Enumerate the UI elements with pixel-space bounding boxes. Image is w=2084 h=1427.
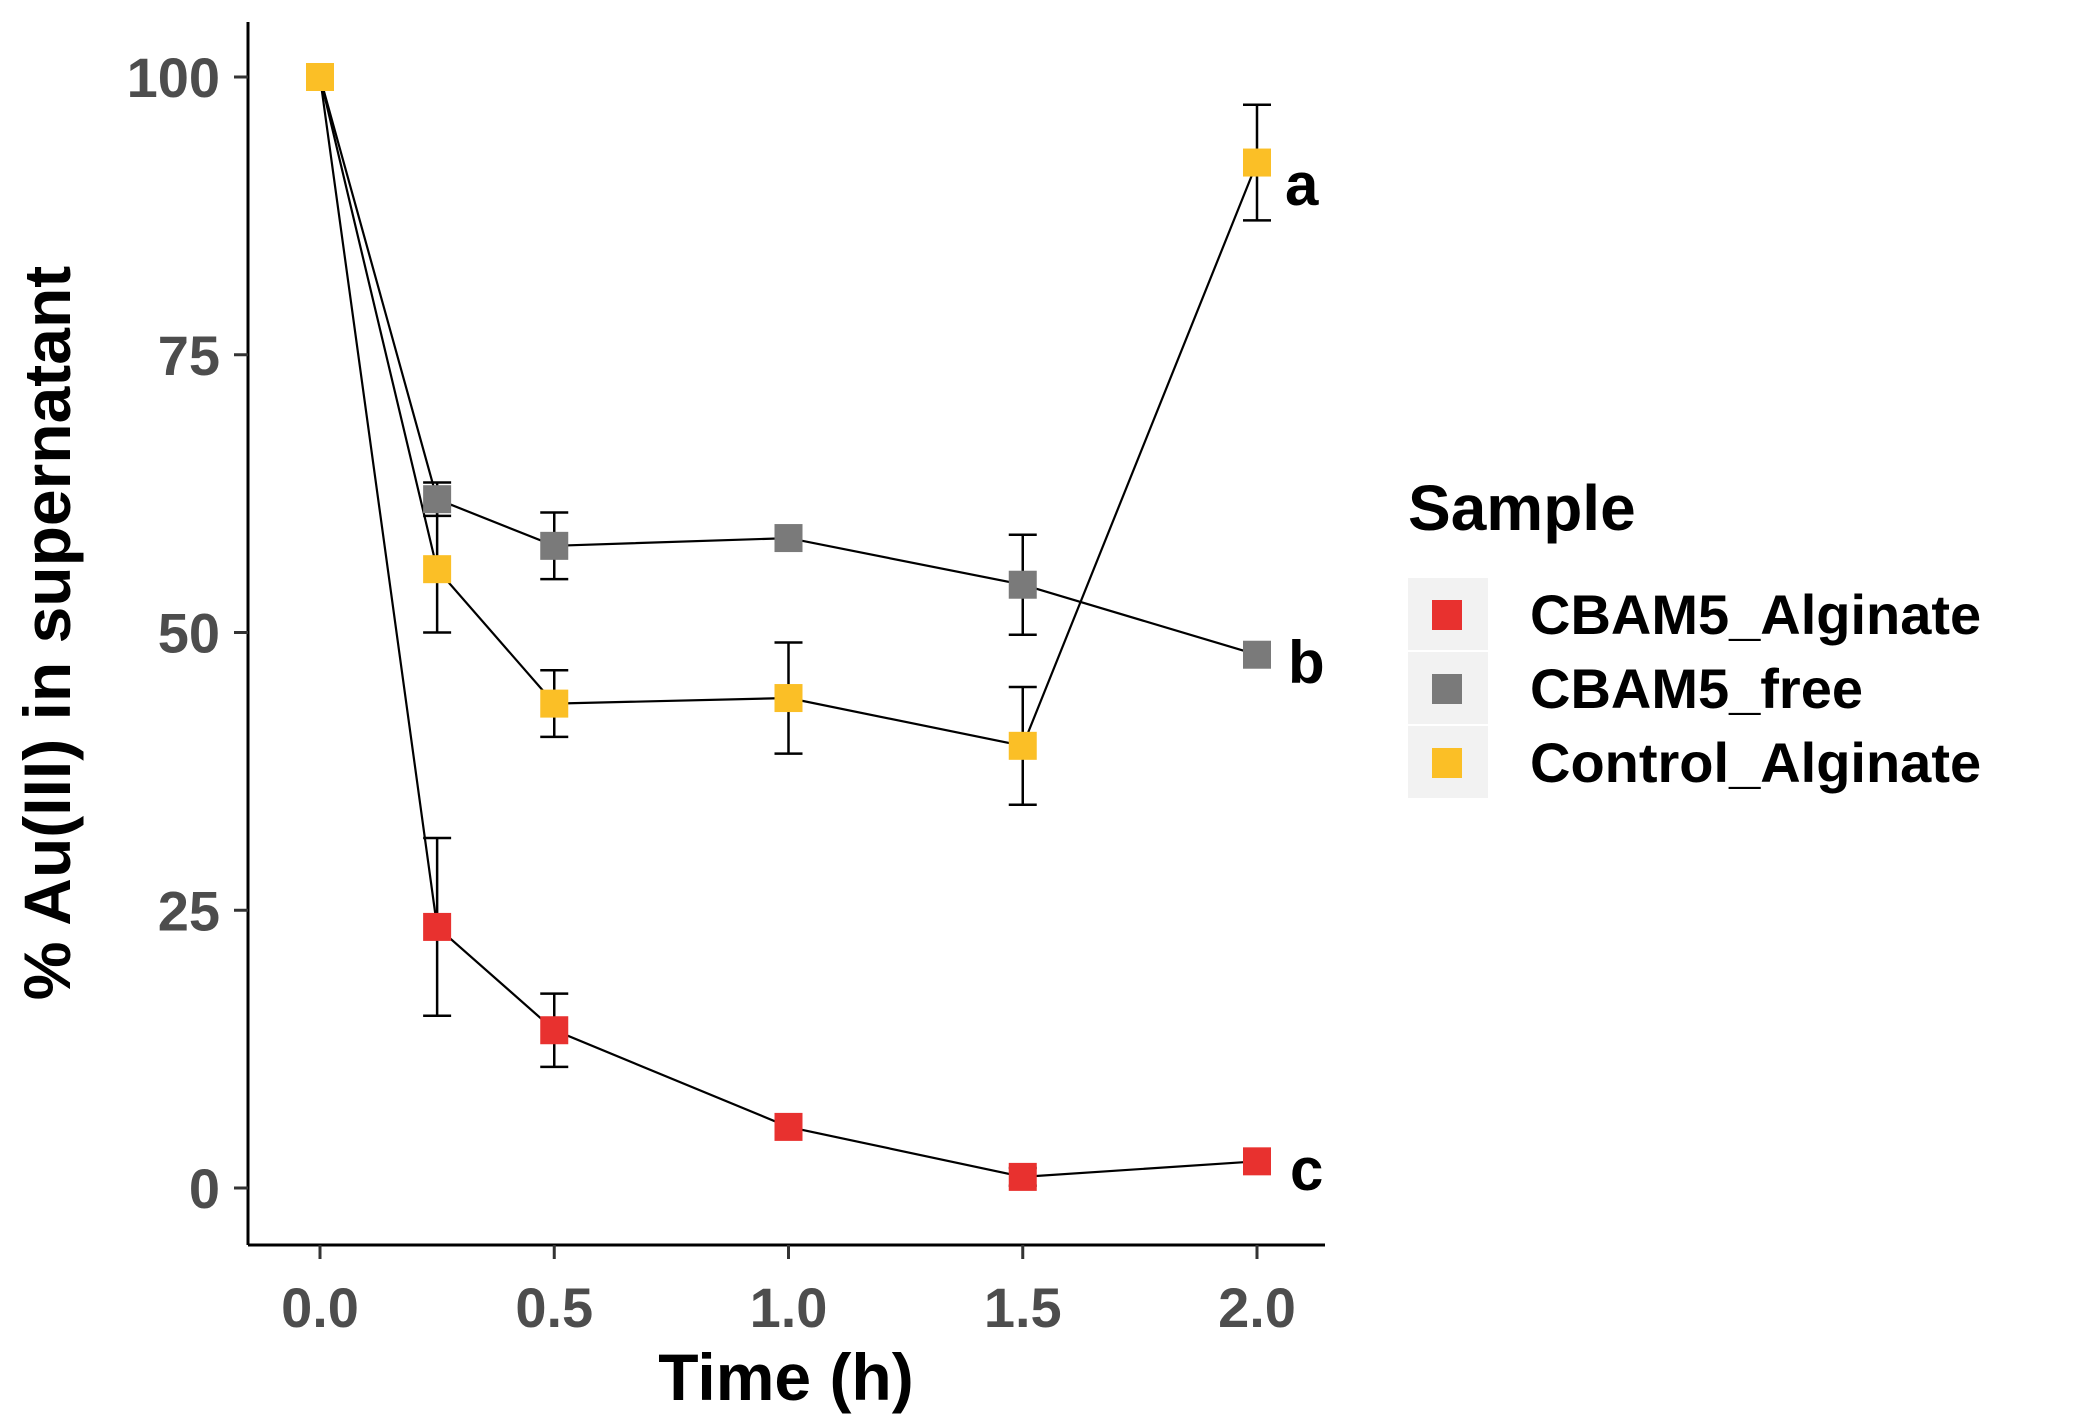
point-cbam5-alginate [1243, 1147, 1271, 1176]
legend-key-cbam5-free [1432, 674, 1462, 704]
y-tick-label: 50 [158, 602, 220, 665]
series-lines [318, 76, 1259, 1179]
series-line-cbam5-free [318, 76, 1258, 656]
annotation-a: a [1285, 151, 1319, 218]
point-control-alginate [423, 555, 452, 584]
legend: Sample CBAM5_Alginate CBAM5_free Control… [1408, 472, 1981, 798]
y-axis-ticks: 0 25 50 75 100 [127, 46, 248, 1220]
point-cbam5-free [774, 524, 803, 553]
point-cbam5-free [423, 485, 452, 514]
annotation-c: c [1290, 1136, 1323, 1203]
point-cbam5-alginate [540, 1016, 569, 1045]
y-axis-title: % Au(III) in supernatant [10, 266, 84, 1001]
error-bars [306, 75, 1271, 1188]
series-line-cbam5-alginate [318, 76, 1258, 1179]
significance-annotations: a b c [1285, 151, 1325, 1203]
legend-label-cbam5-free: CBAM5_free [1530, 657, 1863, 720]
point-cbam5-free [1243, 640, 1271, 669]
point-control-alginate [306, 63, 334, 91]
x-axis-ticks: 0.0 0.5 1.0 1.5 2.0 [281, 1245, 1296, 1339]
legend-title: Sample [1408, 472, 1636, 544]
point-control-alginate [1008, 731, 1037, 760]
x-tick-label: 2.0 [1218, 1276, 1296, 1339]
y-tick-label: 100 [127, 46, 220, 109]
point-cbam5-alginate [423, 912, 452, 941]
point-control-alginate [540, 689, 569, 718]
legend-key-cbam5-alginate [1432, 600, 1462, 630]
y-tick-label: 0 [189, 1157, 220, 1220]
y-tick-label: 75 [158, 324, 220, 387]
x-tick-label: 0.5 [515, 1276, 593, 1339]
x-tick-label: 1.5 [984, 1276, 1062, 1339]
point-cbam5-alginate [774, 1112, 803, 1141]
point-control-alginate [774, 684, 803, 713]
y-tick-label: 25 [158, 879, 220, 942]
x-axis-title: Time (h) [658, 1340, 913, 1414]
data-points [306, 63, 1271, 1191]
x-tick-label: 0.0 [281, 1276, 359, 1339]
point-cbam5-free [1008, 570, 1037, 599]
legend-key-control-alginate [1432, 748, 1462, 778]
x-tick-label: 1.0 [750, 1276, 828, 1339]
series-line-control-alginate [318, 76, 1259, 748]
legend-label-control-alginate: Control_Alginate [1530, 731, 1981, 794]
point-control-alginate [1243, 148, 1271, 177]
point-cbam5-alginate [1008, 1162, 1037, 1191]
point-cbam5-free [540, 531, 569, 560]
annotation-b: b [1288, 629, 1325, 696]
legend-label-cbam5-alginate: CBAM5_Alginate [1530, 583, 1981, 646]
